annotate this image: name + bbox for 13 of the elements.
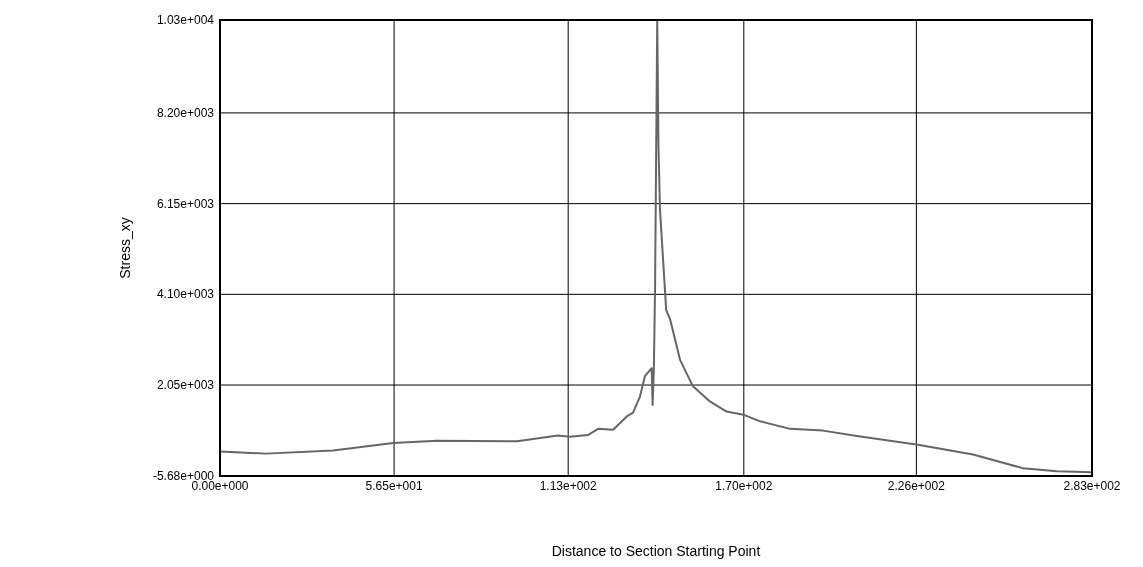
y-tick-label: 4.10e+003 <box>156 287 215 302</box>
y-axis-title: Stress_xy <box>117 217 133 279</box>
x-tick-label: 2.26e+002 <box>887 479 946 493</box>
x-tick-label: 5.65e+001 <box>365 479 423 493</box>
y-tick-label: 1.03e+004 <box>156 13 215 27</box>
y-tick-label: 6.15e+003 <box>156 196 215 211</box>
x-axis-title: Distance to Section Starting Point <box>551 543 761 559</box>
y-tick-label: 2.05e+003 <box>156 378 215 393</box>
x-tick-label: 2.83e+002 <box>1063 479 1121 493</box>
x-tick-label: 1.70e+002 <box>715 479 773 493</box>
y-tick-label: 8.20e+003 <box>156 105 215 120</box>
line-series <box>219 19 1093 474</box>
x-tick-label: 1.13e+002 <box>539 479 598 493</box>
